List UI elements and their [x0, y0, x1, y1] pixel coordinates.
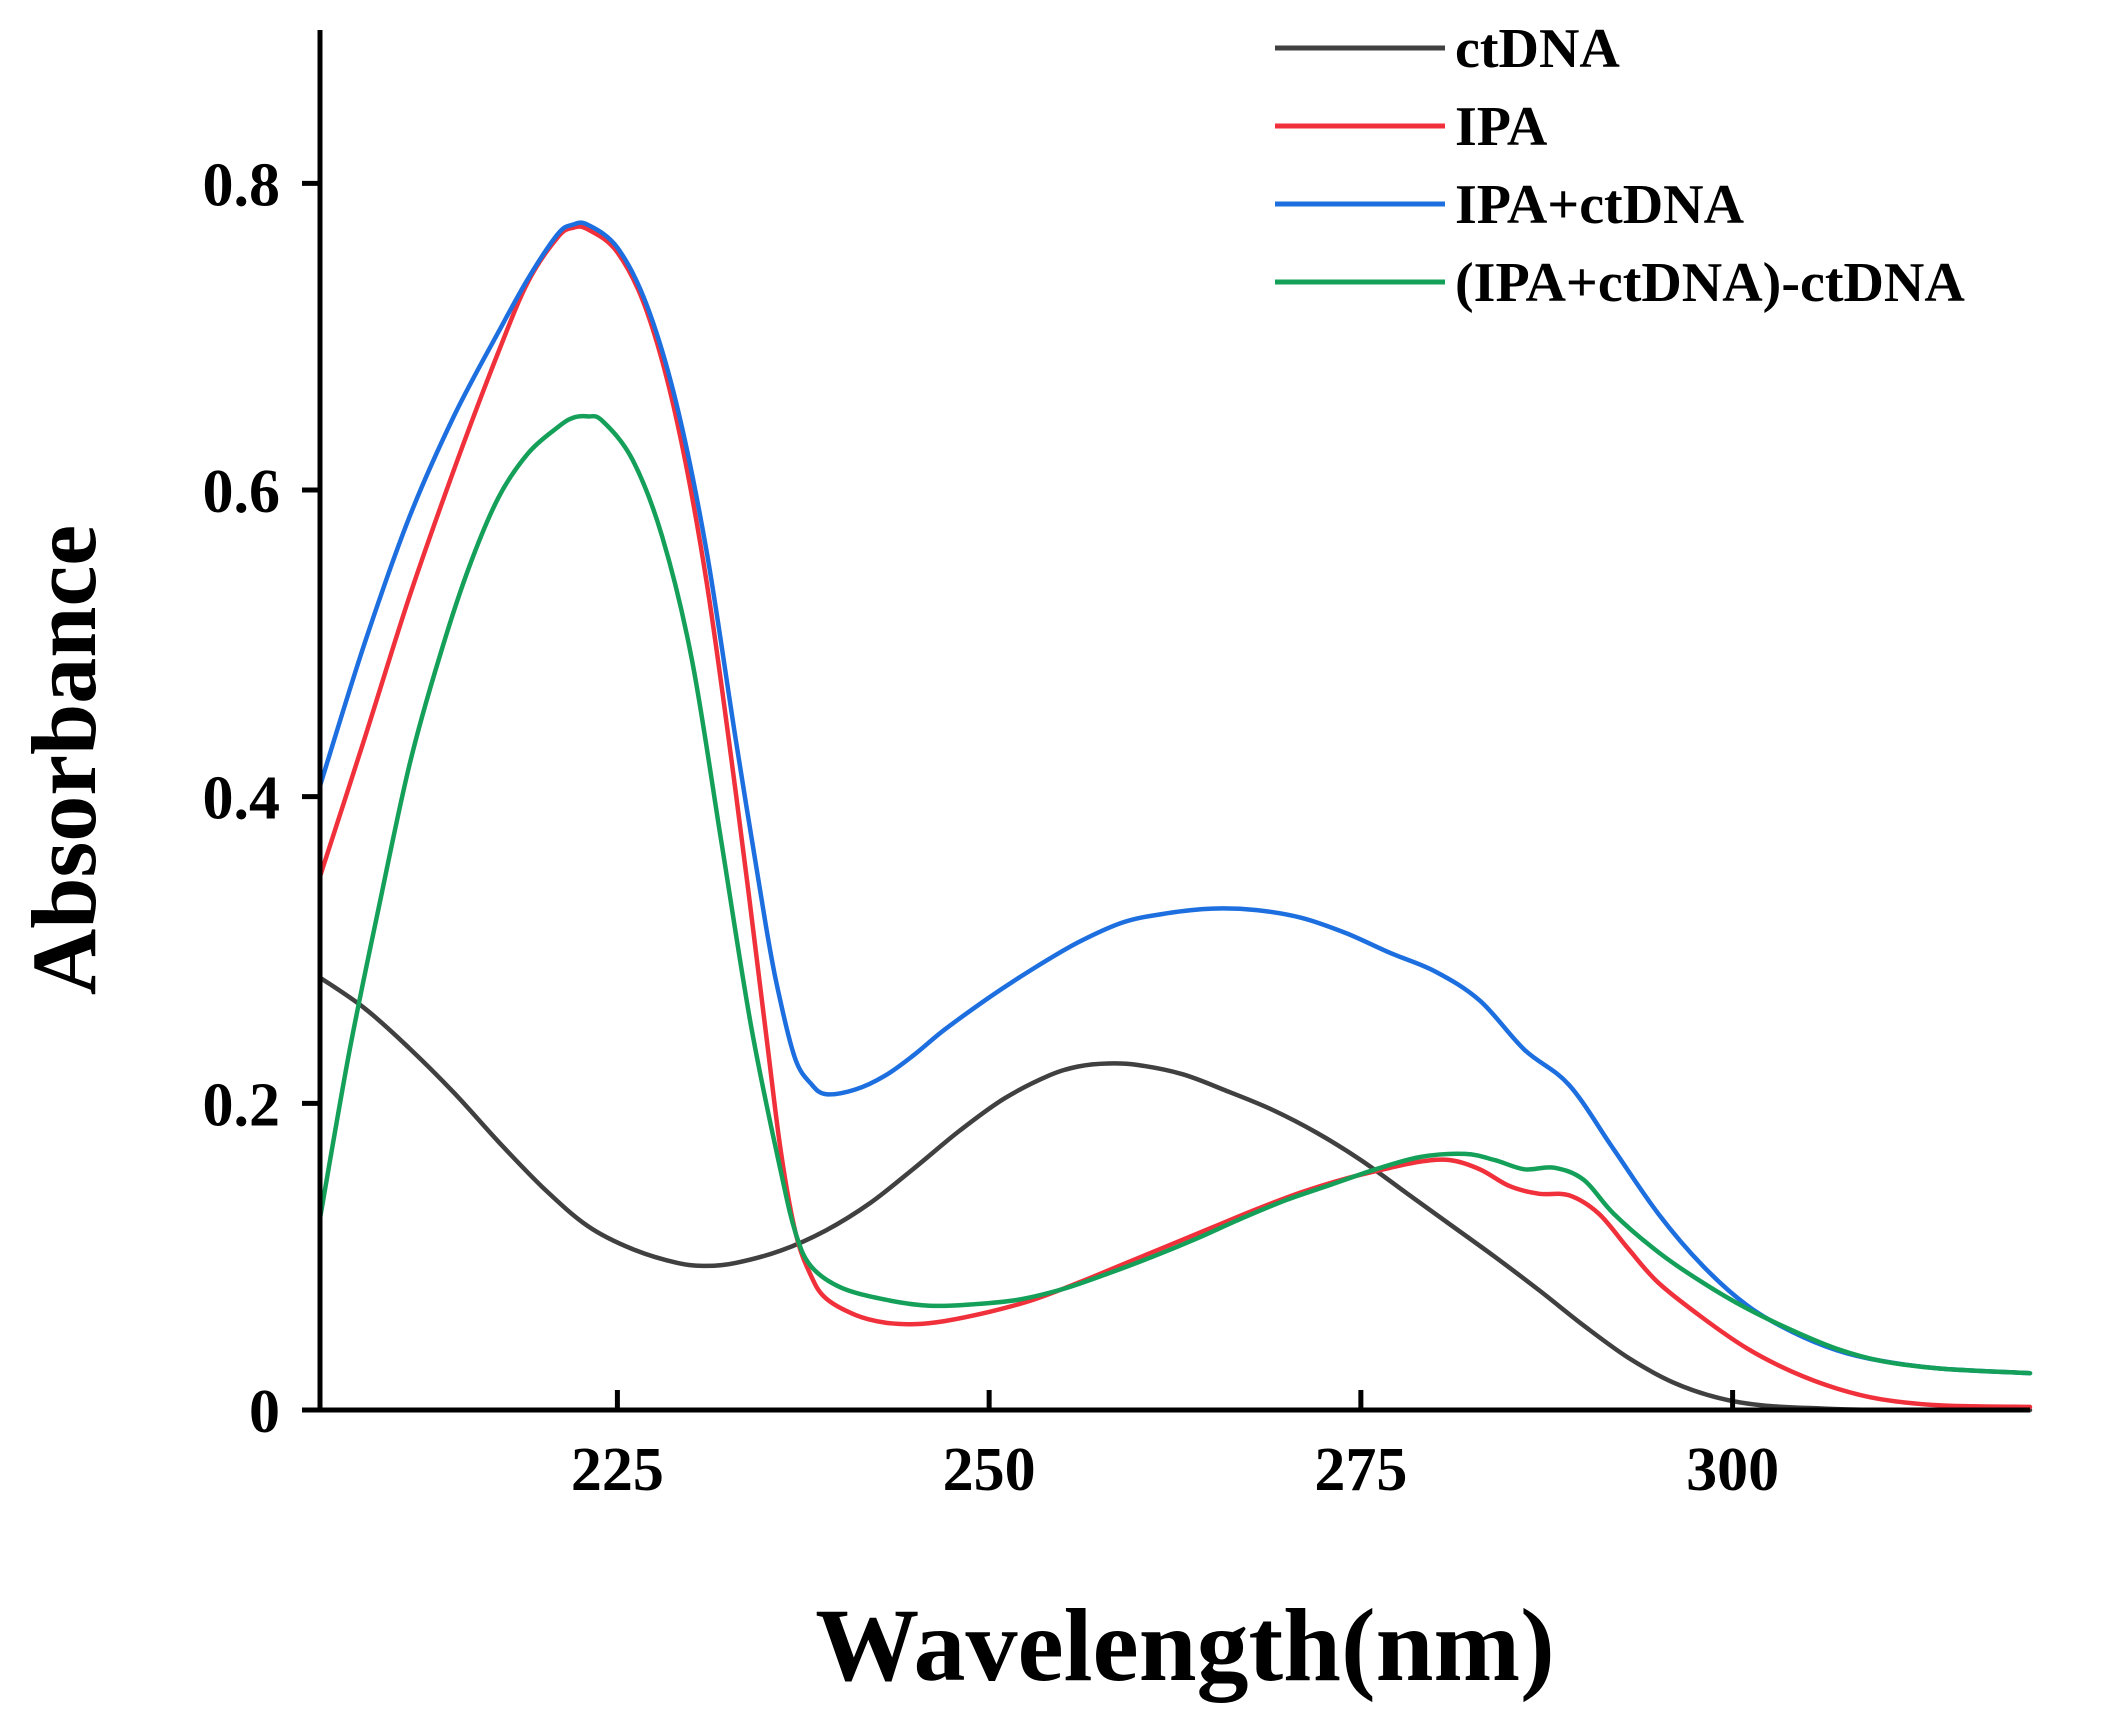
y-tick-label: 0.8 — [203, 151, 281, 219]
y-tick-label: 0 — [249, 1378, 280, 1446]
legend-label: ctDNA — [1455, 18, 1620, 80]
legend: ctDNA IPA IPA+ctDNA (IPA+ctDNA)-ctDNA — [1275, 18, 1965, 314]
series-layer — [317, 220, 2033, 1413]
series-line-ipa-ctdna — [317, 220, 2033, 1376]
y-tick-label: 0.2 — [203, 1071, 281, 1139]
x-tick-label: 275 — [1314, 1436, 1407, 1504]
legend-label: IPA — [1455, 96, 1548, 158]
series-line-ipa — [317, 224, 2033, 1410]
legend-label: (IPA+ctDNA)-ctDNA — [1455, 252, 1965, 314]
x-tick-label: 225 — [571, 1436, 664, 1504]
x-tick-label: 300 — [1686, 1436, 1779, 1504]
y-tick-label: 0.4 — [203, 765, 281, 833]
y-tick-label: 0.6 — [203, 458, 281, 526]
x-axis-title: Wavelength(nm) — [815, 1588, 1555, 1703]
axes-layer — [317, 30, 2030, 1413]
ticks-layer: 225 250 275 300 0 0.2 0.4 0.6 0.8 — [203, 151, 1780, 1504]
legend-label: IPA+ctDNA — [1455, 174, 1745, 236]
y-axis-title: Absorbance — [13, 525, 115, 995]
series-line-ipa-ctdna-ctdna — [317, 413, 2033, 1376]
series-line-ctdna — [317, 975, 2033, 1413]
x-tick-label: 250 — [943, 1436, 1036, 1504]
